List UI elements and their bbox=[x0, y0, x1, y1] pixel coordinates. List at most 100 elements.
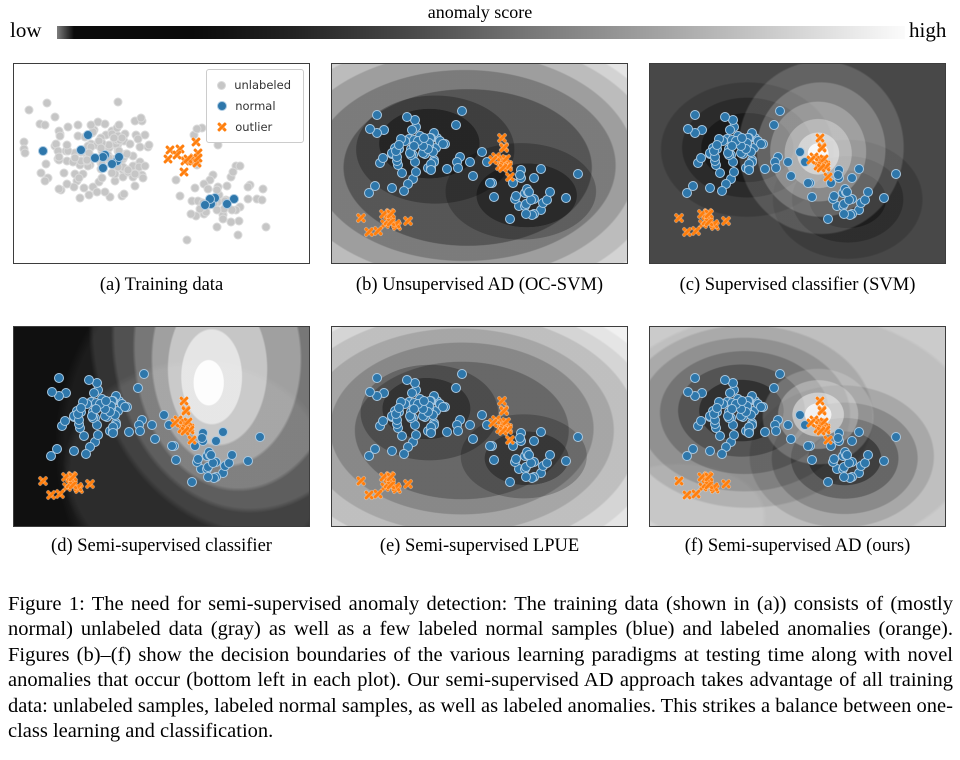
legend-item-normal: normal bbox=[217, 99, 291, 113]
normal-point bbox=[714, 167, 725, 178]
outlier-point bbox=[498, 426, 508, 436]
normal-point bbox=[170, 454, 181, 465]
unlabeled-point bbox=[97, 173, 107, 183]
unlabeled-point bbox=[50, 112, 60, 122]
subcaption-f: (f) Semi-supervised AD (ours) bbox=[684, 536, 911, 556]
unlabeled-point bbox=[130, 169, 140, 179]
normal-point bbox=[716, 186, 727, 197]
legend-label-outlier: outlier bbox=[235, 120, 273, 134]
unlabeled-point bbox=[63, 122, 73, 132]
panel-supervised-svm bbox=[649, 63, 946, 264]
normal-point bbox=[227, 449, 238, 460]
normal-point bbox=[147, 420, 158, 431]
unlabeled-point bbox=[75, 193, 85, 203]
normal-point bbox=[760, 426, 771, 437]
normal-point bbox=[712, 139, 723, 150]
normal-point bbox=[468, 433, 479, 444]
normal-point bbox=[891, 169, 902, 180]
normal-point bbox=[682, 123, 693, 134]
unlabeled-point bbox=[203, 184, 213, 194]
normal-point bbox=[411, 430, 422, 441]
normal-point bbox=[823, 477, 834, 488]
outlier-point bbox=[674, 476, 684, 486]
normal-point bbox=[728, 419, 739, 430]
unlabeled-point bbox=[40, 120, 50, 130]
unlabeled-marker-icon bbox=[217, 80, 227, 90]
outlier-point bbox=[364, 490, 374, 500]
legend-label-unlabeled: unlabeled bbox=[234, 78, 291, 92]
normal-point bbox=[255, 432, 266, 443]
normal-point bbox=[60, 415, 71, 426]
normal-point bbox=[728, 156, 739, 167]
normal-point bbox=[744, 428, 755, 439]
normal-point bbox=[38, 145, 49, 156]
unlabeled-point bbox=[55, 131, 65, 141]
normal-point bbox=[369, 180, 380, 191]
outlier-point bbox=[823, 435, 833, 445]
outlier-point bbox=[488, 418, 498, 428]
unlabeled-point bbox=[125, 139, 135, 149]
unlabeled-point bbox=[175, 191, 185, 201]
unlabeled-point bbox=[24, 105, 34, 115]
subcaption-b: (b) Unsupervised AD (OC-SVM) bbox=[355, 275, 604, 295]
outlier-point bbox=[815, 133, 825, 143]
anomaly-score-colorbar bbox=[57, 26, 905, 39]
scatter-layer-a bbox=[14, 64, 309, 263]
legend-item-outlier: outlier bbox=[217, 120, 291, 134]
normal-point bbox=[536, 427, 547, 438]
normal-point bbox=[488, 191, 499, 202]
normal-point bbox=[363, 450, 374, 461]
unlabeled-point bbox=[79, 183, 89, 193]
normal-point bbox=[891, 432, 902, 443]
normal-point bbox=[528, 436, 539, 447]
normal-point bbox=[200, 199, 211, 210]
normal-point bbox=[363, 187, 374, 198]
normal-point bbox=[775, 106, 786, 117]
normal-point bbox=[775, 369, 786, 380]
unlabeled-point bbox=[138, 173, 148, 183]
unlabeled-point bbox=[261, 222, 271, 232]
normal-point bbox=[520, 471, 531, 482]
normal-point bbox=[114, 151, 125, 162]
outlier-point bbox=[68, 472, 78, 482]
unlabeled-point bbox=[182, 235, 192, 245]
normal-point bbox=[197, 433, 208, 444]
normal-point bbox=[410, 156, 421, 167]
normal-point bbox=[520, 208, 531, 219]
outlier-point bbox=[691, 226, 701, 236]
normal-point bbox=[92, 419, 103, 430]
outlier-point bbox=[817, 406, 827, 416]
unlabeled-point bbox=[109, 133, 119, 143]
normal-point bbox=[218, 427, 229, 438]
normal-point bbox=[364, 386, 375, 397]
outlier-point bbox=[682, 227, 692, 237]
normal-point bbox=[442, 426, 453, 437]
normal-point bbox=[842, 450, 853, 461]
normal-point bbox=[437, 402, 448, 413]
unlabeled-point bbox=[114, 120, 124, 130]
normal-point bbox=[561, 455, 572, 466]
outlier-point bbox=[356, 476, 366, 486]
unlabeled-point bbox=[42, 98, 52, 108]
outlier-point bbox=[170, 418, 180, 428]
outlier-point bbox=[85, 479, 95, 489]
unlabeled-point bbox=[171, 175, 181, 185]
normal-point bbox=[755, 402, 766, 413]
unlabeled-point bbox=[40, 176, 50, 186]
figure-caption: Figure 1: The need for semi-supervised a… bbox=[8, 593, 953, 743]
normal-point bbox=[206, 450, 217, 461]
unlabeled-point bbox=[74, 173, 84, 183]
normal-point bbox=[139, 369, 150, 380]
unlabeled-point bbox=[123, 165, 133, 175]
normal-point bbox=[132, 383, 143, 394]
subcaption-d: (d) Semi-supervised classifier bbox=[51, 536, 272, 556]
unlabeled-point bbox=[70, 153, 80, 163]
normal-point bbox=[78, 430, 89, 441]
unlabeled-point bbox=[190, 183, 200, 193]
normal-point bbox=[795, 410, 806, 421]
outlier-point bbox=[403, 479, 413, 489]
outlier-point bbox=[806, 155, 816, 165]
normal-point bbox=[536, 164, 547, 175]
unlabeled-point bbox=[228, 167, 238, 177]
